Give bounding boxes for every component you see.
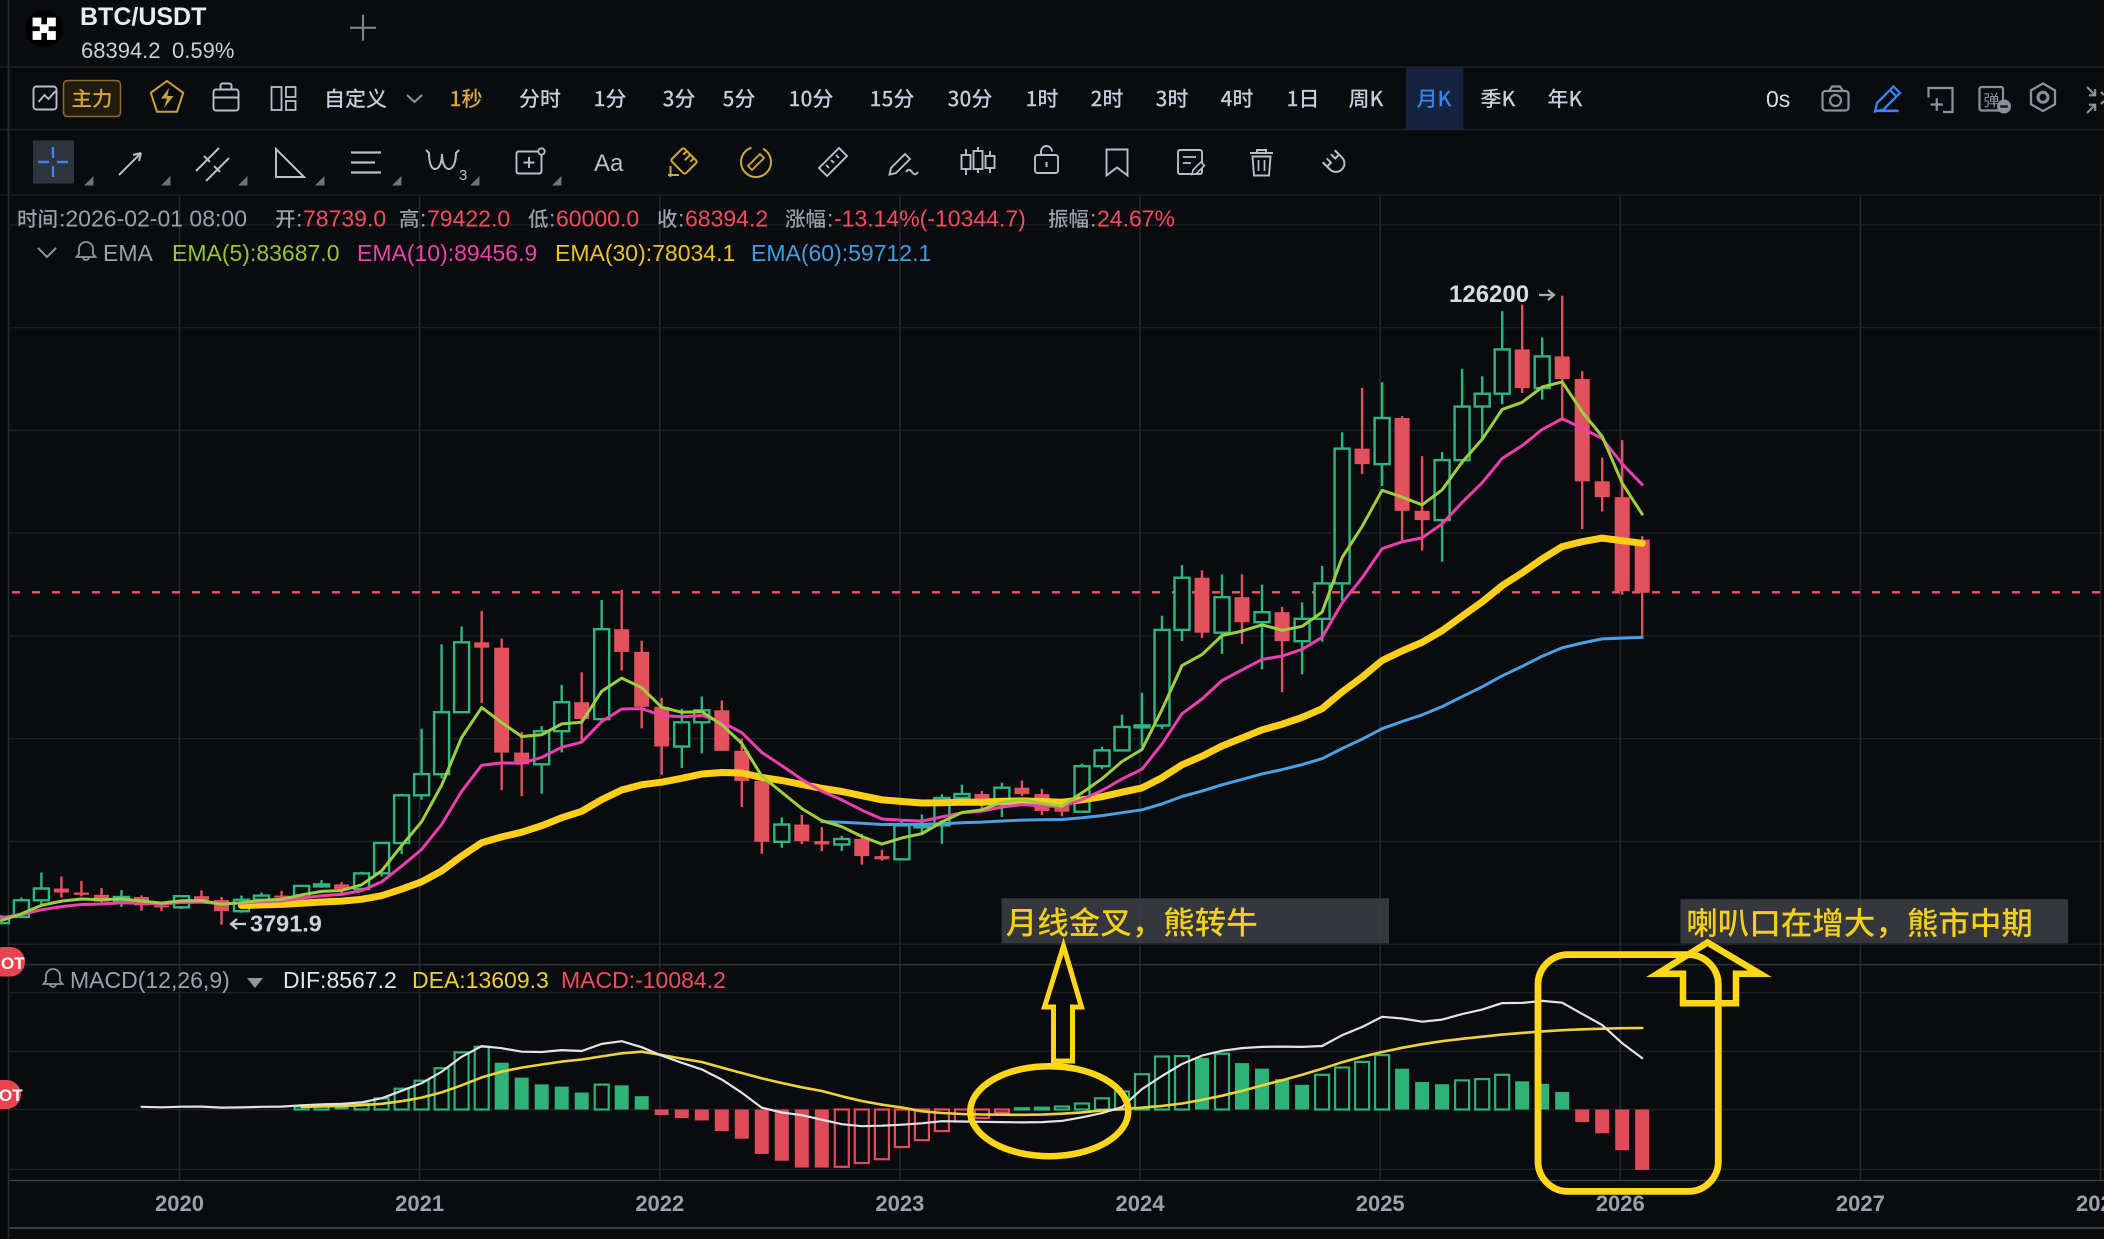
svg-text:0s: 0s	[1766, 86, 1790, 112]
svg-text:-13.14%(-10344.7): -13.14%(-10344.7)	[834, 205, 1026, 231]
svg-text:68394.2: 68394.2	[81, 38, 161, 63]
svg-text:DIF:8567.2: DIF:8567.2	[283, 967, 397, 993]
svg-text:0.59%: 0.59%	[172, 38, 234, 63]
svg-text:EMA(5):83687.0: EMA(5):83687.0	[172, 240, 339, 266]
svg-text:EMA(10):89456.9: EMA(10):89456.9	[357, 240, 537, 266]
svg-text:60000.0: 60000.0	[556, 205, 639, 231]
svg-text:2020: 2020	[155, 1191, 204, 1216]
svg-text::: :	[549, 205, 555, 231]
svg-text:2022: 2022	[635, 1191, 684, 1216]
svg-text:3: 3	[459, 167, 467, 184]
svg-text:2026: 2026	[1596, 1191, 1645, 1216]
svg-text:MACD(12,26,9): MACD(12,26,9)	[70, 967, 230, 993]
svg-text::: :	[296, 205, 302, 231]
svg-text:EMA(60):59712.1: EMA(60):59712.1	[751, 240, 931, 266]
svg-text::: :	[827, 205, 833, 231]
svg-text:68394.2: 68394.2	[685, 205, 768, 231]
svg-text:78739.0: 78739.0	[303, 205, 386, 231]
svg-text:MACD:-10084.2: MACD:-10084.2	[561, 967, 726, 993]
svg-text:EMA(30):78034.1: EMA(30):78034.1	[555, 240, 735, 266]
svg-text:BTC/USDT: BTC/USDT	[80, 3, 206, 31]
svg-text::: :	[678, 205, 684, 231]
svg-text:2027: 2027	[1836, 1191, 1885, 1216]
svg-text:126200: 126200	[1449, 281, 1529, 308]
svg-text::: :	[1090, 205, 1096, 231]
svg-text:2021: 2021	[395, 1191, 444, 1216]
svg-text:24.67%: 24.67%	[1097, 205, 1175, 231]
svg-text:DEA:13609.3: DEA:13609.3	[412, 967, 549, 993]
svg-text:OT: OT	[1, 954, 25, 973]
svg-text:EMA: EMA	[103, 240, 154, 266]
svg-text::: :	[420, 205, 426, 231]
svg-text:79422.0: 79422.0	[427, 205, 510, 231]
svg-text:OT: OT	[0, 1086, 23, 1105]
svg-text:2024: 2024	[1116, 1191, 1166, 1216]
svg-text:2023: 2023	[875, 1191, 924, 1216]
svg-text:2025: 2025	[1356, 1191, 1405, 1216]
svg-text:2028: 2028	[2076, 1191, 2104, 1216]
svg-text:Aa: Aa	[594, 150, 624, 177]
svg-text::2026-02-01 08:00: :2026-02-01 08:00	[59, 205, 247, 231]
svg-text:3791.9: 3791.9	[250, 911, 322, 937]
